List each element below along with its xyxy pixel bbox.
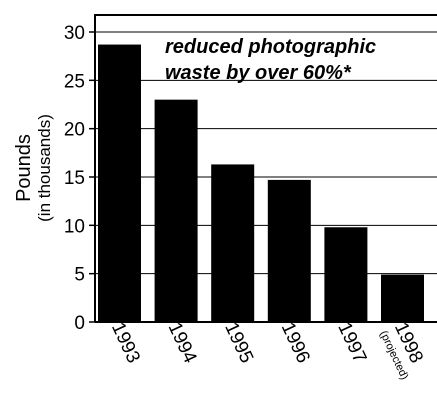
x-tick-label: 1997 <box>333 319 370 366</box>
bars <box>98 44 424 322</box>
annotation-line-1: reduced photographic <box>165 36 376 58</box>
bar-1996 <box>267 179 311 322</box>
y-tick-label: 20 <box>64 120 85 141</box>
y-tick-labels: 0 5 10 15 20 25 30 <box>64 23 95 334</box>
x-tick-group: 1997 <box>333 319 370 366</box>
y-tick-label: 15 <box>64 168 85 189</box>
x-tick-group: 1996 <box>277 319 314 366</box>
y-tick-label: 30 <box>64 23 85 44</box>
y-tick-label: 0 <box>74 313 85 334</box>
x-tick-label: 1995 <box>220 319 257 366</box>
y-axis-subtitle: (in thousands) <box>35 114 54 222</box>
bar-1997 <box>324 227 368 322</box>
x-tick-group: 1993 <box>107 319 144 366</box>
y-axis-title: Pounds <box>13 134 35 202</box>
gridlines <box>95 31 437 275</box>
bar-1994 <box>154 99 198 322</box>
bar-1995 <box>211 164 255 322</box>
x-tick-group: 1994 <box>164 319 201 367</box>
x-tick-label: 1996 <box>277 319 314 366</box>
x-tick-label: 1993 <box>107 319 144 366</box>
y-tick-label: 10 <box>64 216 85 237</box>
x-tick-labels: 1993 1994 1995 1996 1997 1998(projected) <box>107 319 427 381</box>
bar-1993 <box>98 44 141 322</box>
annotation-line-2: waste by over 60%* <box>165 62 352 84</box>
x-tick-group: 1995 <box>220 319 257 366</box>
y-tick-label: 25 <box>64 71 85 92</box>
bar-1998 <box>381 274 424 322</box>
y-tick-label: 5 <box>74 265 85 286</box>
axes <box>94 14 437 323</box>
x-tick-label: 1994 <box>164 319 201 367</box>
x-tick-group: 1998(projected) <box>377 319 427 381</box>
